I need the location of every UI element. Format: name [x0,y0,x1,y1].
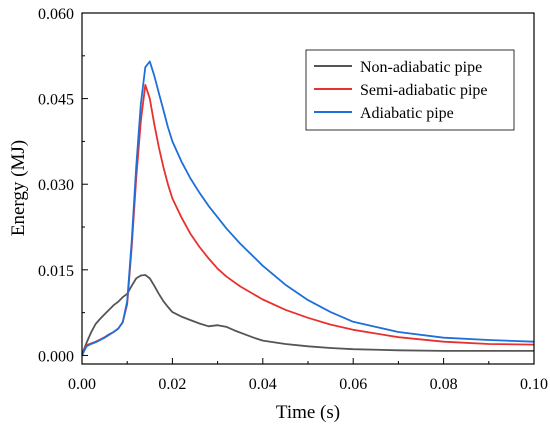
legend-label: Non-adiabatic pipe [360,59,482,76]
legend-label: Semi-adiabatic pipe [360,82,488,99]
x-tick-label: 0.02 [158,376,186,393]
legend-label: Adiabatic pipe [360,105,454,122]
series-line-0 [82,274,534,355]
y-axis-label: Energy (MJ) [8,140,29,236]
x-tick-label: 0.08 [430,376,458,393]
y-tick-label: 0.045 [38,92,74,109]
series-line-2 [82,60,534,356]
x-tick-label: 0.06 [339,376,367,393]
x-tick-label: 0.00 [68,376,96,393]
x-tick-label: 0.04 [249,376,277,393]
y-tick-label: 0.060 [38,6,74,23]
y-axis-ticks: 0.000 0.015 0.030 0.045 0.060 [38,6,88,365]
x-axis-ticks: 0.00 0.02 0.04 0.06 0.08 0.10 [68,358,548,393]
x-tick-label: 0.10 [520,376,548,393]
series-layer [82,60,534,356]
x-axis-label: Time (s) [276,402,340,423]
y-tick-label: 0.030 [38,177,74,194]
legend: Non-adiabatic pipe Semi-adiabatic pipe Adi… [305,49,515,131]
y-tick-label: 0.015 [38,263,74,280]
y-tick-label: 0.000 [38,348,74,365]
